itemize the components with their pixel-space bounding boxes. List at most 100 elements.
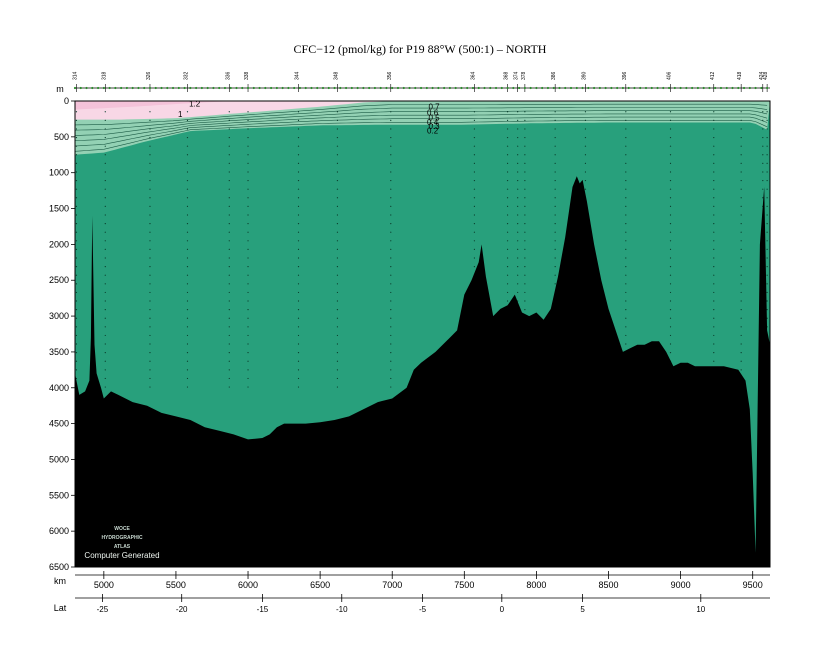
sample-dot	[247, 334, 249, 337]
sample-dot	[186, 145, 189, 147]
sample-dot	[625, 248, 627, 251]
sample-dot	[506, 197, 509, 199]
sample-dot	[669, 128, 672, 130]
sample-dot	[186, 111, 189, 113]
sample-dot	[336, 128, 339, 130]
sample-dot	[740, 205, 742, 207]
sample-dot	[669, 136, 672, 139]
sample-dot	[228, 343, 230, 345]
station-marker	[102, 86, 105, 90]
sample-dot	[517, 197, 519, 199]
sample-dot	[186, 309, 189, 311]
sample-dot	[766, 300, 768, 302]
sample-dot	[524, 128, 526, 130]
sample-dot	[149, 179, 151, 182]
station-marker	[535, 86, 538, 90]
sample-dot	[713, 188, 715, 190]
sample-dot	[390, 188, 392, 190]
sample-dot	[554, 179, 556, 182]
distance-tick-label: 6500	[310, 580, 330, 590]
sample-dot	[625, 119, 627, 121]
sample-dot	[517, 111, 519, 113]
sample-dot	[740, 111, 742, 113]
sample-dot	[104, 136, 106, 139]
sample-dot	[669, 352, 672, 354]
station-marker	[402, 86, 405, 90]
sample-dot	[740, 326, 742, 328]
sample-dot	[247, 197, 249, 199]
depth-tick-label: 6000	[49, 526, 69, 536]
sample-dot	[297, 369, 300, 371]
seafloor-bathymetry	[75, 176, 770, 568]
sample-dot	[228, 188, 230, 190]
sample-dot	[390, 154, 392, 156]
sample-dot	[75, 154, 78, 156]
sample-dot	[524, 266, 526, 268]
station-marker	[673, 86, 676, 90]
sample-dot	[104, 197, 106, 199]
contour-label: 1	[178, 110, 183, 119]
sample-dot	[149, 154, 151, 156]
contour-label: 0.5	[428, 113, 440, 122]
sample-dot	[740, 222, 742, 225]
contour-label: 0.3	[428, 122, 440, 131]
sample-dot	[75, 257, 78, 259]
station-marker	[108, 86, 111, 90]
sample-dot	[104, 205, 106, 207]
sample-dot	[186, 352, 189, 354]
sample-dot	[390, 317, 392, 319]
sample-dot	[297, 240, 300, 242]
sample-dot	[228, 352, 230, 354]
sample-dot	[625, 222, 627, 225]
sample-dot	[104, 119, 106, 121]
sample-dot	[390, 197, 392, 199]
distance-tick-label: 9000	[671, 580, 691, 590]
sample-dot	[473, 171, 476, 173]
sample-dot	[186, 386, 189, 388]
station-marker	[564, 86, 567, 90]
sample-dot	[336, 197, 339, 199]
station-marker	[454, 86, 457, 90]
sample-dot	[524, 154, 526, 156]
distance-tick-label: 5000	[94, 580, 114, 590]
sample-dot	[390, 386, 392, 388]
sample-dot	[766, 179, 768, 182]
sample-dot	[149, 222, 151, 225]
sample-dot	[228, 326, 230, 328]
sample-dot	[625, 283, 627, 285]
sample-dot	[766, 291, 768, 294]
sample-dot	[740, 145, 742, 147]
sample-dot	[625, 154, 627, 156]
sample-dot	[336, 352, 339, 354]
station-marker	[518, 86, 521, 90]
sample-dot	[669, 171, 672, 173]
station-marker	[587, 86, 590, 90]
station-label: 344	[294, 71, 300, 80]
sample-dot	[149, 317, 151, 319]
sample-dot	[390, 377, 392, 380]
contour-line	[74, 113, 768, 141]
sample-dot	[104, 162, 106, 164]
sample-dot	[149, 309, 151, 311]
sample-dot	[186, 119, 189, 121]
station-label: 428	[763, 71, 769, 80]
sample-dot	[524, 274, 526, 276]
depth-tick-label: 2500	[49, 275, 69, 285]
station-marker	[489, 86, 492, 90]
sample-dot	[75, 179, 78, 182]
sample-dot	[713, 291, 715, 294]
sample-dot	[297, 248, 300, 251]
sample-dot	[517, 119, 519, 121]
sample-dot	[713, 128, 715, 130]
contour-label: 0.6	[427, 108, 439, 117]
sample-dot	[625, 240, 627, 242]
sample-dot	[554, 222, 556, 225]
sample-dot	[554, 136, 556, 139]
station-marker	[448, 86, 451, 90]
sample-dot	[740, 343, 742, 345]
sample-dot	[336, 257, 339, 259]
distance-tick-label: 7500	[454, 580, 474, 590]
sample-dot	[584, 179, 587, 182]
sample-dot	[149, 369, 151, 371]
sample-dot	[713, 171, 715, 173]
